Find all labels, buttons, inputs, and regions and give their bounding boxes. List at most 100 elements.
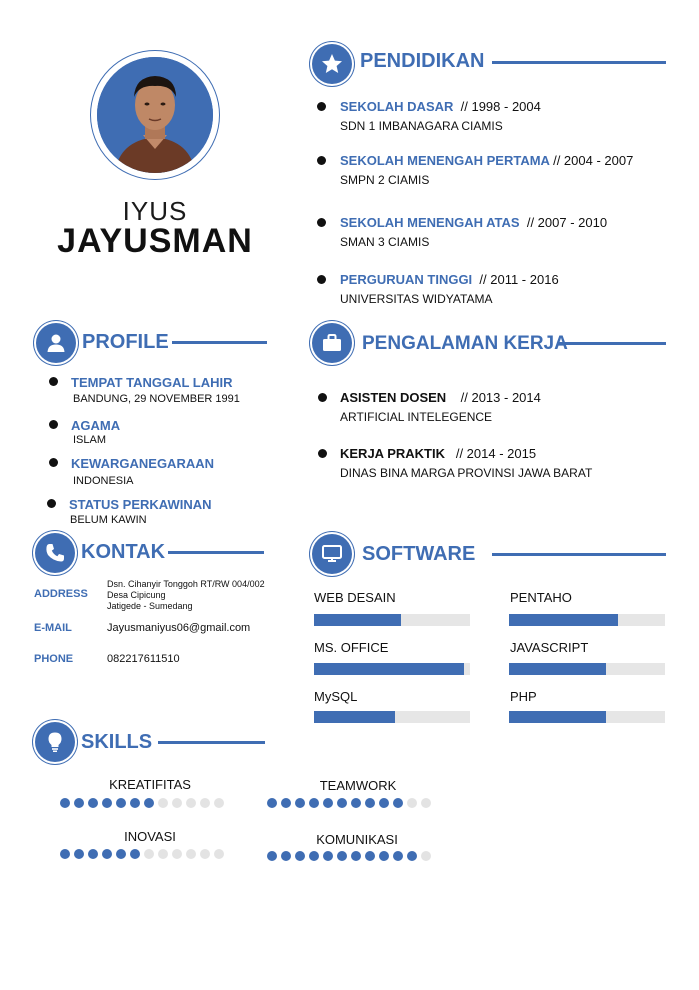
skill-dot-empty xyxy=(186,798,196,808)
skill-dot-filled xyxy=(351,851,361,861)
phone-value[interactable]: 082217611510 xyxy=(107,653,180,665)
edu-years: // 2007 - 2010 xyxy=(526,215,608,230)
profile-label: STATUS PERKAWINAN xyxy=(69,497,212,512)
experience-role: ASISTEN DOSEN // 2013 - 2014 xyxy=(340,390,541,405)
software-label: PHP xyxy=(510,689,537,704)
bullet xyxy=(317,275,326,284)
bullet xyxy=(49,377,58,386)
software-bar-track xyxy=(509,711,665,723)
software-bar-track xyxy=(509,663,665,675)
section-divider xyxy=(492,61,666,64)
star-icon xyxy=(312,44,352,84)
skill-dot-empty xyxy=(214,798,224,808)
software-label: JAVASCRIPT xyxy=(510,640,589,655)
skill-dot-filled xyxy=(130,849,140,859)
skill-dot-empty xyxy=(421,798,431,808)
edu-level: SEKOLAH MENENGAH ATAS // 2007 - 2010 xyxy=(340,215,608,230)
section-title-software: SOFTWARE xyxy=(362,543,476,565)
section-divider xyxy=(172,341,267,344)
software-bar-track xyxy=(509,614,665,626)
skill-dot-filled xyxy=(74,849,84,859)
software-bar-track xyxy=(314,614,470,626)
edu-level: SEKOLAH DASAR // 1998 - 2004 xyxy=(340,99,541,114)
software-bar-fill xyxy=(509,711,606,723)
bullet xyxy=(49,420,58,429)
profile-value: BELUM KAWIN xyxy=(70,514,147,526)
skill-rating xyxy=(267,798,431,808)
address-label: ADDRESS xyxy=(34,588,88,600)
photo-ring xyxy=(90,50,220,180)
section-title-profile: PROFILE xyxy=(82,331,169,353)
section-title-skills: SKILLS xyxy=(81,731,153,753)
experience-years: // 2014 - 2015 xyxy=(455,446,537,461)
bullet xyxy=(317,156,326,165)
skill-dot-filled xyxy=(130,798,140,808)
section-title-kontak: KONTAK xyxy=(81,541,166,563)
monitor-icon xyxy=(312,534,352,574)
skill-dot-filled xyxy=(267,851,277,861)
skill-dot-filled xyxy=(281,798,291,808)
bullet xyxy=(47,499,56,508)
skill-dot-filled xyxy=(379,851,389,861)
skill-label: INOVASI xyxy=(124,829,176,844)
skill-dot-filled xyxy=(295,851,305,861)
section-title-pengalaman-kerja: PENGALAMAN KERJA xyxy=(362,333,568,354)
briefcase-icon xyxy=(312,323,352,363)
address-line: Jatigede - Sumedang xyxy=(107,601,193,611)
bullet xyxy=(318,449,327,458)
skill-dot-empty xyxy=(407,798,417,808)
skill-label: TEAMWORK xyxy=(319,778,397,793)
edu-school: SMAN 3 CIAMIS xyxy=(340,235,430,249)
lightbulb-icon xyxy=(35,722,75,762)
software-label: MS. OFFICE xyxy=(314,640,389,655)
software-bar-fill xyxy=(509,663,606,675)
skill-dot-empty xyxy=(421,851,431,861)
skill-dot-filled xyxy=(281,851,291,861)
skill-dot-filled xyxy=(337,798,347,808)
skill-dot-filled xyxy=(337,851,347,861)
skill-label: KREATIFITAS xyxy=(109,777,191,792)
skill-dot-filled xyxy=(365,851,375,861)
skill-dot-filled xyxy=(309,798,319,808)
software-bar-fill xyxy=(509,614,619,626)
skill-dot-filled xyxy=(407,851,417,861)
software-bar-track xyxy=(314,711,470,723)
email-value[interactable]: Jayusmaniyus06@gmail.com xyxy=(107,622,251,634)
skill-dot-empty xyxy=(158,798,168,808)
profile-label: KEWARGANEGARAAN xyxy=(71,456,214,471)
bullet xyxy=(317,102,326,111)
bullet xyxy=(317,218,326,227)
experience-detail: DINAS BINA MARGA PROVINSI JAWA BARAT xyxy=(340,466,593,480)
email-label: E-MAIL xyxy=(34,622,72,634)
profile-value: ISLAM xyxy=(73,434,107,446)
profile-photo xyxy=(97,57,213,173)
bullet xyxy=(318,393,327,402)
software-label: PENTAHO xyxy=(510,590,572,605)
section-divider xyxy=(492,553,666,556)
software-label: MySQL xyxy=(314,689,358,704)
name-first: IYUS xyxy=(122,196,188,226)
skill-dot-filled xyxy=(116,849,126,859)
skill-dot-filled xyxy=(60,798,70,808)
software-bar-fill xyxy=(314,614,402,626)
skill-dot-empty xyxy=(172,798,182,808)
skill-dot-filled xyxy=(323,798,333,808)
skill-label: KOMUNIKASI xyxy=(316,832,398,847)
edu-level: PERGURUAN TINGGI // 2011 - 2016 xyxy=(340,272,559,287)
skill-dot-filled xyxy=(102,849,112,859)
edu-school: SDN 1 IMBANAGARA CIAMIS xyxy=(340,119,503,133)
bullet xyxy=(49,458,58,467)
name-last: JAYUSMAN xyxy=(57,222,253,260)
experience-detail: ARTIFICIAL INTELEGENCE xyxy=(340,410,493,424)
skill-rating xyxy=(60,798,224,808)
software-label: WEB DESAIN xyxy=(314,590,396,605)
experience-years: // 2013 - 2014 xyxy=(460,390,541,405)
section-divider xyxy=(557,342,666,345)
address-line: Desa Cipicung xyxy=(107,590,166,600)
edu-years: // 2011 - 2016 xyxy=(479,272,559,287)
skill-dot-empty xyxy=(186,849,196,859)
skill-dot-filled xyxy=(102,798,112,808)
skill-dot-filled xyxy=(295,798,305,808)
skill-dot-filled xyxy=(323,851,333,861)
skill-rating xyxy=(267,851,431,861)
